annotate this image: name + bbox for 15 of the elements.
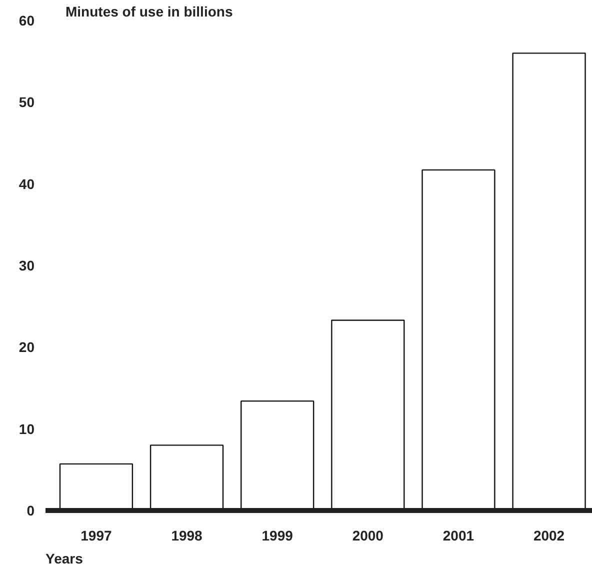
x-tick-label: 2001 bbox=[442, 528, 474, 544]
x-tick-label: 2002 bbox=[533, 528, 565, 544]
y-tick-label: 30 bbox=[18, 258, 35, 274]
y-tick-label: 0 bbox=[26, 502, 35, 518]
x-tick-label: 1997 bbox=[80, 528, 112, 544]
y-tick-label: 40 bbox=[18, 176, 35, 192]
y-tick-label: 50 bbox=[18, 94, 35, 110]
y-tick-label: 10 bbox=[18, 420, 35, 437]
x-axis-title: Years bbox=[46, 550, 84, 566]
x-tick-label: 1999 bbox=[262, 528, 294, 544]
y-tick-label: 60 bbox=[18, 12, 35, 28]
x-tick-label: 2000 bbox=[352, 528, 384, 544]
y-tick-label: 20 bbox=[18, 339, 35, 356]
y-axis-title: Minutes of use in billions bbox=[66, 4, 233, 20]
x-tick-label: 1998 bbox=[171, 528, 203, 544]
